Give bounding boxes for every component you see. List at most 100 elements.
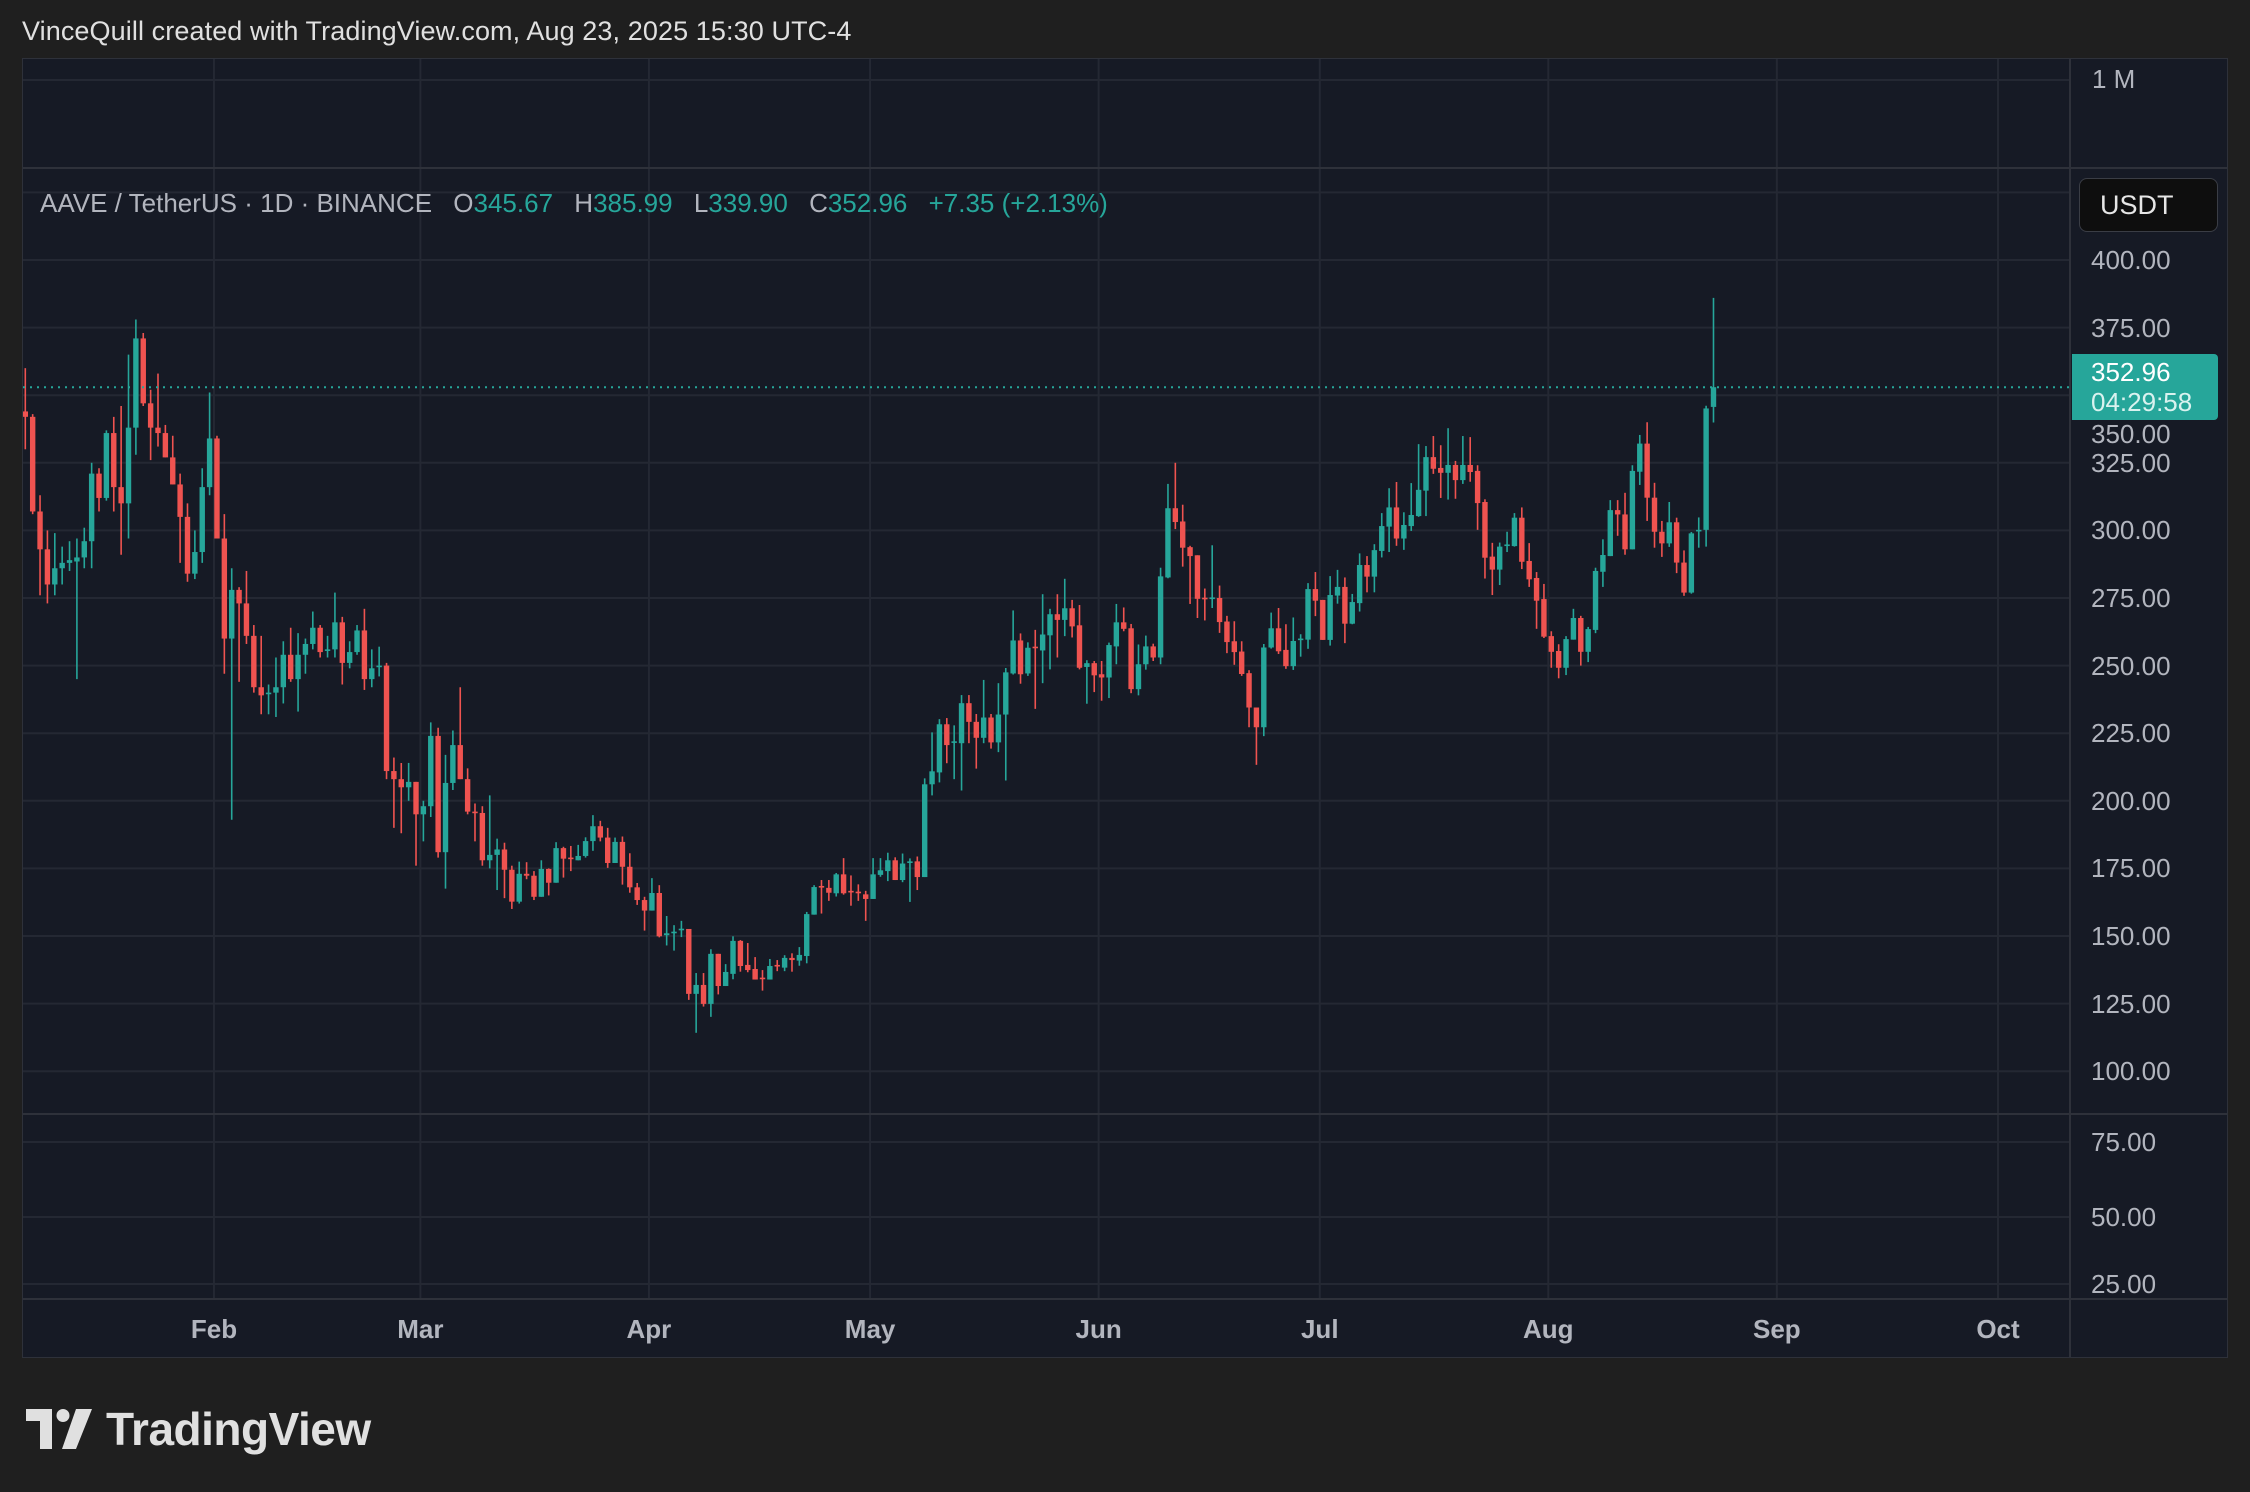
candle-body[interactable]: [44, 549, 51, 585]
candle-body[interactable]: [1312, 589, 1319, 601]
candle-body[interactable]: [1629, 470, 1636, 550]
candle-body[interactable]: [1570, 618, 1577, 640]
candle-body[interactable]: [1202, 597, 1208, 600]
candle-body[interactable]: [538, 868, 545, 897]
candle-body[interactable]: [1268, 628, 1274, 648]
candle-body[interactable]: [737, 940, 744, 967]
candle-body[interactable]: [966, 703, 972, 722]
candle-body[interactable]: [1526, 560, 1532, 580]
candle-body[interactable]: [29, 416, 36, 512]
candle-body[interactable]: [929, 771, 935, 785]
candle-body[interactable]: [310, 627, 316, 644]
candle-body[interactable]: [413, 781, 419, 815]
candle-body[interactable]: [1297, 638, 1304, 641]
candle-body[interactable]: [686, 928, 692, 994]
candle-body[interactable]: [752, 968, 758, 980]
candle-body[interactable]: [162, 433, 169, 458]
candle-body[interactable]: [840, 874, 847, 894]
candle-body[interactable]: [774, 964, 780, 967]
candle-body[interactable]: [435, 735, 441, 853]
candle-body[interactable]: [1415, 489, 1422, 517]
candle-body[interactable]: [951, 741, 957, 743]
candle-body[interactable]: [678, 928, 685, 931]
candle-body[interactable]: [1157, 576, 1164, 658]
candle-body[interactable]: [1062, 608, 1068, 620]
candle-body[interactable]: [1209, 597, 1215, 600]
currency-button[interactable]: USDT: [2079, 178, 2218, 232]
candle-body[interactable]: [1533, 577, 1540, 601]
candle-body[interactable]: [1003, 672, 1009, 715]
candle-body[interactable]: [1010, 640, 1016, 674]
candle-body[interactable]: [1275, 628, 1282, 652]
candle-body[interactable]: [339, 622, 345, 663]
candle-body[interactable]: [376, 665, 382, 668]
candle-body[interactable]: [1511, 517, 1518, 547]
candle-body[interactable]: [656, 893, 662, 937]
candle-body[interactable]: [1651, 497, 1658, 532]
candle-body[interactable]: [1371, 550, 1378, 577]
candle-body[interactable]: [332, 622, 338, 650]
candle-body[interactable]: [1246, 673, 1252, 708]
candle-body[interactable]: [383, 665, 390, 772]
candle-body[interactable]: [273, 687, 279, 693]
candle-body[interactable]: [870, 874, 876, 899]
candle-body[interactable]: [531, 875, 537, 897]
candle-body[interactable]: [369, 668, 375, 680]
candle-body[interactable]: [1710, 387, 1717, 407]
candle-body[interactable]: [229, 589, 235, 639]
candle-body[interactable]: [944, 724, 950, 746]
candle-body[interactable]: [236, 589, 242, 604]
candle-body[interactable]: [1401, 524, 1407, 539]
candle-body[interactable]: [1135, 664, 1142, 690]
candle-body[interactable]: [1283, 649, 1289, 667]
candle-body[interactable]: [170, 457, 176, 485]
candle-body[interactable]: [885, 860, 891, 872]
candle-body[interactable]: [243, 603, 250, 636]
candle-body[interactable]: [1150, 646, 1156, 658]
candle-body[interactable]: [1681, 562, 1687, 593]
candle-body[interactable]: [1585, 629, 1591, 652]
candle-body[interactable]: [1032, 646, 1038, 649]
candle-body[interactable]: [590, 826, 596, 842]
candle-body[interactable]: [1504, 544, 1510, 547]
candle-body[interactable]: [804, 914, 810, 957]
candle-body[interactable]: [1364, 565, 1370, 577]
candle-body[interactable]: [81, 541, 87, 558]
candle-body[interactable]: [1578, 618, 1584, 652]
candle-body[interactable]: [1327, 595, 1333, 640]
candle-body[interactable]: [346, 652, 353, 663]
candle-body[interactable]: [184, 516, 191, 574]
candle-body[interactable]: [833, 874, 839, 894]
candle-body[interactable]: [442, 782, 449, 853]
candle-body[interactable]: [1098, 674, 1105, 678]
candle-body[interactable]: [722, 971, 729, 987]
candle-body[interactable]: [1320, 599, 1326, 640]
candle-body[interactable]: [1563, 639, 1569, 668]
candle-body[interactable]: [1187, 547, 1193, 557]
candle-body[interactable]: [863, 894, 869, 899]
candle-body[interactable]: [899, 863, 906, 881]
candle-body[interactable]: [1216, 598, 1223, 623]
candle-body[interactable]: [295, 654, 301, 680]
candle-body[interactable]: [501, 849, 508, 870]
candle-body[interactable]: [1342, 586, 1348, 624]
candle-body[interactable]: [464, 779, 471, 812]
candle-body[interactable]: [582, 841, 589, 856]
candle-body[interactable]: [1460, 464, 1466, 481]
candle-body[interactable]: [509, 869, 515, 902]
candle-body[interactable]: [398, 779, 404, 788]
candle-body[interactable]: [391, 771, 397, 780]
candle-body[interactable]: [317, 627, 323, 653]
candle-body[interactable]: [1614, 510, 1621, 515]
candle-body[interactable]: [472, 811, 478, 814]
candle-body[interactable]: [428, 735, 434, 807]
candle-body[interactable]: [663, 933, 670, 936]
candle-body[interactable]: [575, 855, 581, 861]
candle-body[interactable]: [907, 861, 913, 863]
candle-body[interactable]: [995, 714, 1002, 743]
candle-body[interactable]: [155, 427, 161, 434]
candle-body[interactable]: [1379, 526, 1385, 551]
candle-body[interactable]: [1047, 614, 1053, 636]
candle-body[interactable]: [1622, 514, 1628, 550]
